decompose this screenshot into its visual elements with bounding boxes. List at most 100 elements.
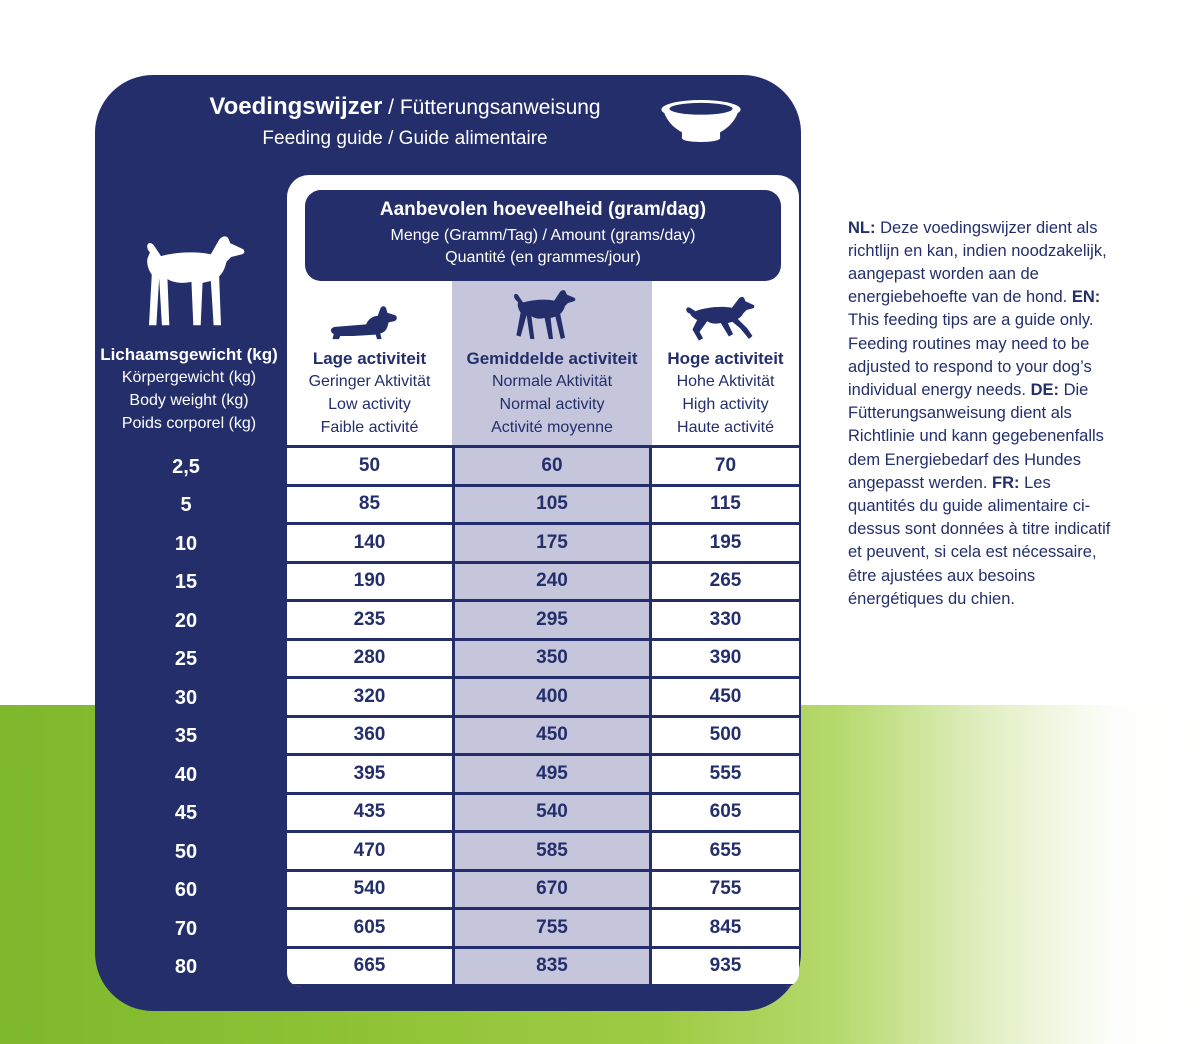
amounts-grid: 50 60 70 85 105 115 140 175 195 190 240 — [287, 445, 799, 987]
table-row: 320 400 450 — [287, 679, 799, 718]
cell-weight: 2,5 — [172, 455, 200, 478]
cell-high: 500 — [709, 724, 742, 746]
high-activity-en: High activity — [682, 396, 769, 413]
cell-low: 85 — [358, 493, 381, 515]
table-row: 85 105 115 — [287, 486, 799, 525]
title-main: Voedingswijzer — [209, 93, 383, 120]
cell-high: 195 — [709, 531, 742, 553]
cell-low: 320 — [353, 685, 386, 707]
dog-bowl-icon — [661, 100, 741, 142]
table-row: 235 295 330 — [287, 602, 799, 641]
cell-high: 755 — [709, 878, 742, 900]
cell-weight: 30 — [174, 686, 198, 709]
cell-weight: 25 — [174, 648, 198, 671]
cell-high: 605 — [709, 801, 742, 823]
cell-low: 605 — [353, 916, 386, 938]
cell-weight: 15 — [174, 571, 198, 594]
cell-high: 845 — [709, 916, 742, 938]
cell-medium: 670 — [452, 871, 652, 907]
table-row: 360 450 500 — [287, 717, 799, 756]
table-row: 190 240 265 — [287, 563, 799, 602]
cell-medium: 60 — [452, 448, 652, 484]
low-activity-fr: Faible activité — [320, 419, 419, 436]
standing-dog-icon — [147, 236, 245, 326]
cell-low: 140 — [353, 531, 386, 553]
medium-activity-nl: Gemiddelde activiteit — [466, 349, 638, 368]
table-row: 540 670 755 — [287, 871, 799, 910]
table-row: 665 835 935 — [287, 948, 799, 987]
cell-medium: 755 — [452, 910, 652, 946]
cell-low: 360 — [353, 724, 386, 746]
title-line1: Voedingswijzer / Fütterungsanweisung — [115, 93, 695, 121]
cell-medium: 400 — [452, 679, 652, 715]
medium-activity-fr: Activité moyenne — [491, 419, 613, 436]
high-activity-de: Hohe Aktivität — [676, 373, 775, 390]
body-weight-label-en: Body weight (kg) — [129, 392, 249, 409]
cell-medium: 295 — [452, 602, 652, 638]
note-de-label: DE: — [1030, 380, 1059, 399]
table-row: 50 60 70 — [287, 448, 799, 487]
amount-header-nl: Aanbevolen hoeveelheid (gram/dag) — [379, 199, 707, 220]
cell-weight: 40 — [174, 763, 198, 786]
cell-medium: 450 — [452, 717, 652, 753]
cell-weight: 50 — [174, 840, 198, 863]
cell-medium: 175 — [452, 525, 652, 561]
weight-column: 2,5 5 10 15 20 25 30 35 40 45 50 60 70 8… — [95, 448, 277, 987]
cell-weight: 10 — [174, 532, 198, 555]
note-en-label: EN: — [1071, 288, 1101, 307]
low-activity-nl: Lage activiteit — [312, 349, 427, 368]
table-row: 395 495 555 — [287, 756, 799, 795]
body-weight-label-fr: Poids corporel (kg) — [121, 415, 257, 432]
recommended-amount-header: Aanbevolen hoeveelheid (gram/dag) Menge … — [305, 190, 781, 281]
cell-weight: 80 — [174, 956, 198, 979]
cell-medium: 540 — [452, 794, 652, 830]
column-header-low-activity: Lage activiteit Geringer Aktivität Low a… — [287, 347, 452, 439]
cell-low: 540 — [353, 878, 386, 900]
cell-low: 50 — [358, 454, 381, 476]
medium-activity-en: Normal activity — [499, 396, 605, 413]
cell-medium: 240 — [452, 563, 652, 599]
page-title: Voedingswijzer / Fütterungsanweisung Fee… — [115, 93, 695, 150]
note-en-text: This feeding tips are a guide only. Feed… — [848, 311, 1094, 399]
cell-high: 655 — [709, 839, 742, 861]
cell-low: 235 — [353, 608, 386, 630]
cell-low: 190 — [353, 570, 386, 592]
table-row: 435 540 605 — [287, 794, 799, 833]
cell-weight: 20 — [174, 609, 198, 632]
body-weight-label: Lichaamsgewicht (kg) Körpergewicht (kg) … — [95, 343, 283, 435]
cell-high: 935 — [709, 955, 742, 977]
cell-high: 555 — [709, 762, 742, 784]
table-row: 605 755 845 — [287, 910, 799, 949]
lying-dog-icon — [330, 306, 397, 340]
cell-weight: 5 — [180, 494, 192, 517]
guidance-notes: NL: Deze voedingswijzer dient als richtl… — [848, 217, 1111, 611]
feeding-table: Aanbevolen hoeveelheid (gram/dag) Menge … — [287, 175, 799, 987]
table-row: 470 585 655 — [287, 833, 799, 872]
title-translation: / Fütterungsanweisung — [382, 96, 601, 119]
note-de-text: Die Fütterungsanweisung dient als Richtl… — [848, 380, 1104, 492]
cell-low: 665 — [353, 955, 386, 977]
table-row: 140 175 195 — [287, 525, 799, 564]
title-line2: Feeding guide / Guide alimentaire — [262, 128, 548, 149]
feeding-guide-panel: Voedingswijzer / Fütterungsanweisung Fee… — [95, 75, 801, 1011]
running-dog-icon — [686, 296, 755, 341]
cell-high: 265 — [709, 570, 742, 592]
amount-header-de-en: Menge (Gramm/Tag) / Amount (grams/day) — [390, 227, 696, 244]
cell-high: 115 — [710, 493, 741, 515]
cell-medium: 835 — [452, 948, 652, 984]
cell-low: 470 — [353, 839, 386, 861]
note-fr-label: FR: — [992, 473, 1020, 492]
high-activity-fr: Haute activité — [677, 419, 774, 436]
cell-medium: 585 — [452, 833, 652, 869]
amount-header-fr: Quantité (en grammes/jour) — [445, 249, 641, 266]
cell-weight: 60 — [174, 879, 198, 902]
walking-dog-icon — [514, 290, 576, 339]
low-activity-de: Geringer Aktivität — [308, 373, 431, 390]
cell-medium: 495 — [452, 756, 652, 792]
cell-low: 280 — [353, 647, 386, 669]
body-weight-label-nl: Lichaamsgewicht (kg) — [100, 345, 278, 364]
column-header-high-activity: Hoge activiteit Hohe Aktivität High acti… — [652, 347, 799, 439]
column-header-medium-activity: Gemiddelde activiteit Normale Aktivität … — [452, 347, 652, 439]
cell-medium: 105 — [452, 486, 652, 522]
